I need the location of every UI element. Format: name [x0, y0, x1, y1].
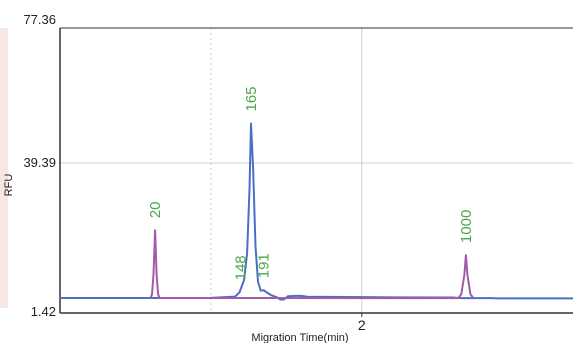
peak-labels: 20 165 148 191 1000: [147, 86, 475, 280]
peak-label: 165: [243, 86, 260, 111]
grid: [60, 28, 573, 313]
analyte-trace: [60, 122, 573, 301]
left-edge-band: [0, 28, 8, 308]
y-tick-label: 39.39: [23, 155, 56, 170]
x-tick-label: 2: [358, 317, 366, 333]
peak-label: 1000: [458, 210, 475, 243]
y-tick-labels: 77.36 39.39 1.42: [23, 12, 56, 319]
x-tick-labels: 2: [358, 313, 366, 333]
axes: [59, 27, 573, 314]
y-tick-label: 1.42: [31, 304, 56, 319]
y-tick-label: 77.36: [23, 12, 56, 27]
peak-label: 191: [256, 253, 273, 278]
y-axis-title: RFU: [3, 174, 15, 197]
x-axis-title: Migration Time(min): [251, 332, 348, 343]
marker-trace: [149, 229, 475, 300]
series: [60, 122, 573, 301]
peak-label: 20: [147, 201, 164, 218]
peak-label: 148: [232, 255, 249, 280]
